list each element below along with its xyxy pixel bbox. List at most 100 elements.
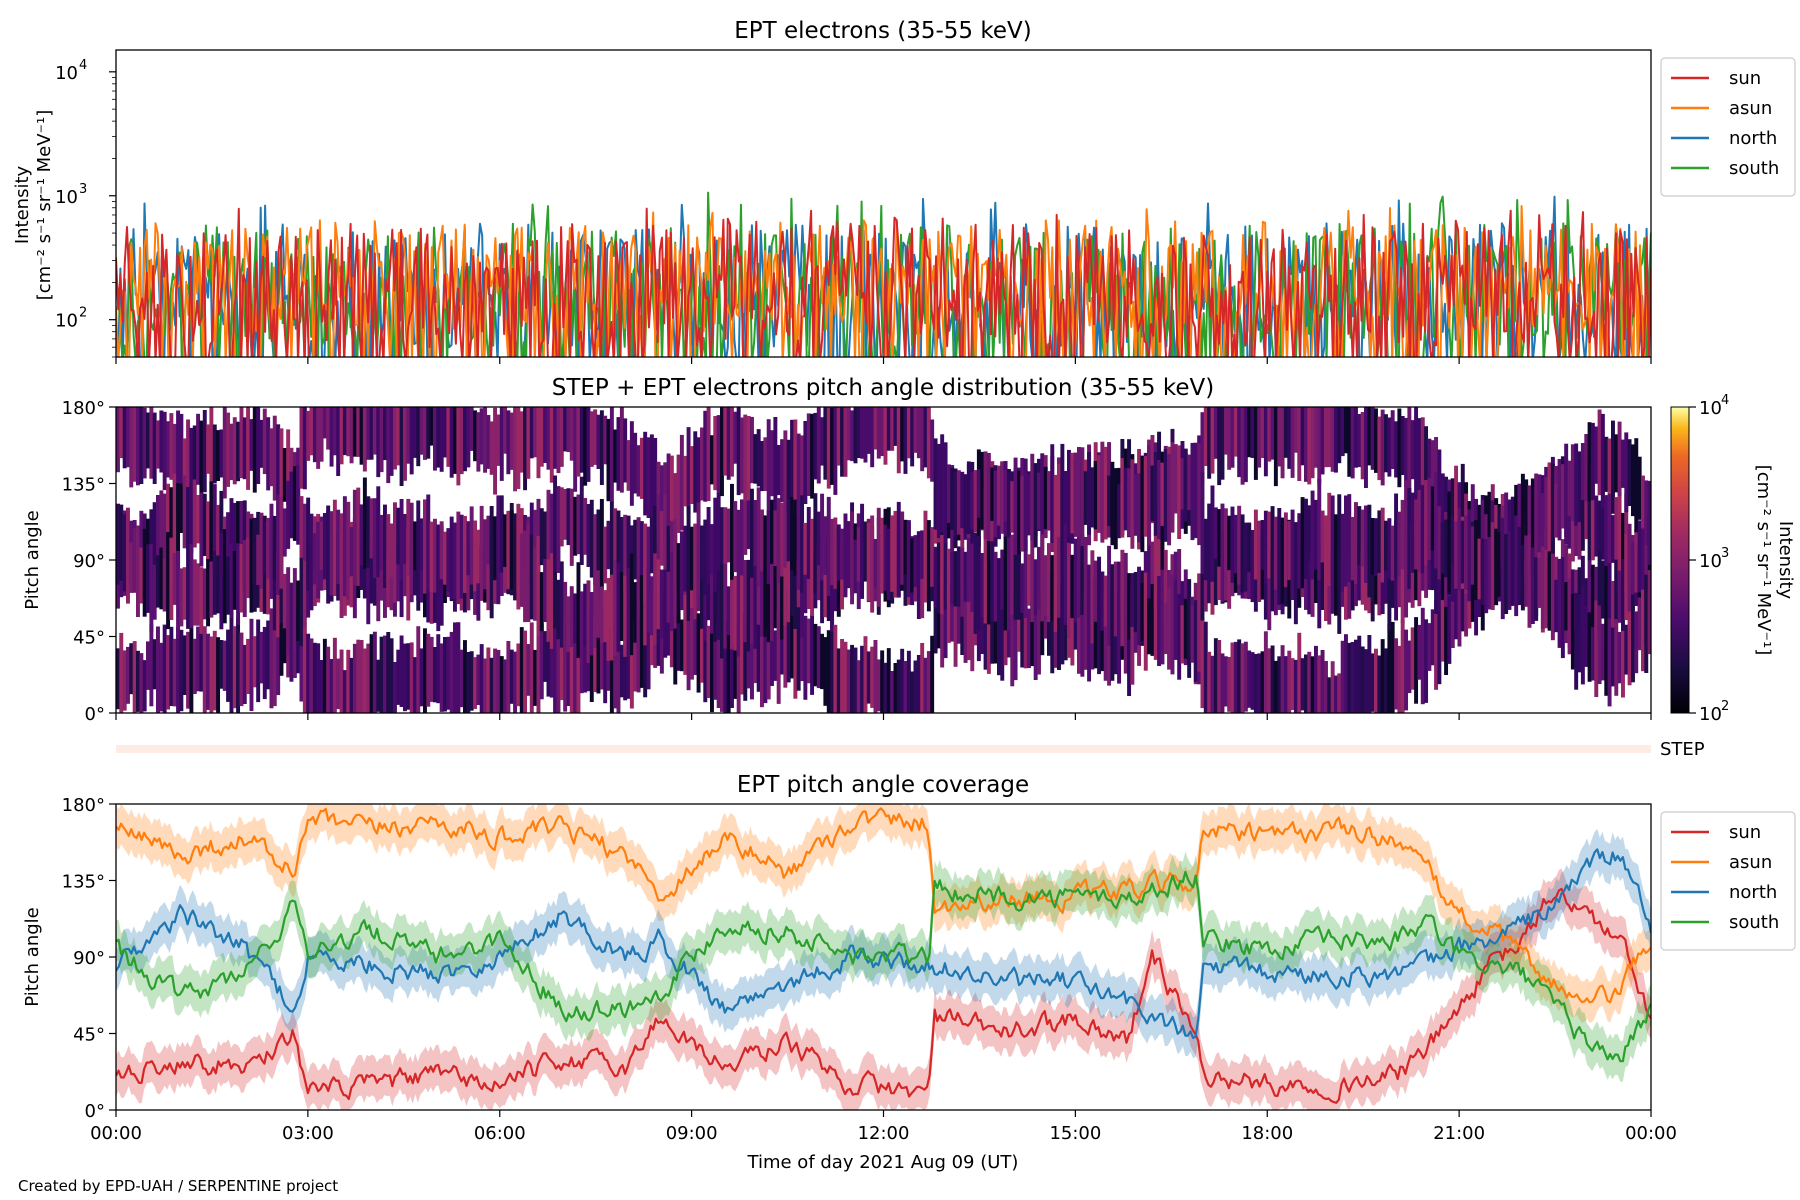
heatmap-cell [1300,658,1305,711]
heatmap-cell [409,407,414,475]
heatmap-cell [546,489,551,579]
heatmap-cell [1604,616,1609,696]
heatmap-cell [536,629,541,713]
heatmap-cell [589,499,594,578]
heatmap-cell [706,407,711,502]
heatmap-cell [893,510,898,598]
heatmap-cell [1584,434,1589,502]
heatmap-cell [419,648,424,707]
heatmap-cell [633,621,638,692]
heatmap-cell [1314,407,1318,468]
heatmap-cell [239,632,244,707]
heatmap-cell [986,526,991,625]
heatmap-cell [589,411,594,467]
heatmap-cell [566,488,571,546]
heatmap-cell [1060,443,1065,543]
heatmap-cell [743,501,748,555]
heatmap-cell [1217,640,1222,713]
heatmap-cell [876,407,881,459]
heatmap-cell [229,423,234,481]
heatmap-cell [536,407,541,479]
heatmap-cell [643,606,648,698]
heatmap-cell [1263,407,1268,477]
heatmap-cell [1314,546,1318,603]
heatmap-cell [1043,466,1048,530]
heatmap-cell [1330,495,1335,584]
heatmap-cell [1634,529,1639,593]
heatmap-cell [766,545,771,643]
heatmap-cell [559,487,564,547]
heatmap-cell [236,543,241,625]
heatmap-cell [723,562,728,649]
heatmap-cell [1207,407,1212,479]
heatmap-cell [1400,531,1405,624]
heatmap-cell [1107,545,1112,646]
heatmap-cell [329,659,334,713]
heatmap-cell [826,496,831,597]
heatmap-cell [1277,407,1282,467]
heatmap-cell [346,407,351,457]
heatmap-cell [753,557,758,649]
heatmap-cell [1093,578,1098,669]
heatmap-cell [1570,444,1575,522]
heatmap-cell [1097,556,1102,617]
heatmap-cell [1310,656,1315,713]
heatmap-cell [1580,471,1585,551]
heatmap-cell [1434,600,1439,690]
heatmap-cell [336,509,341,584]
heatmap-cell [282,508,287,557]
heatmap-cell [1180,458,1185,510]
heatmap-cell [449,516,454,600]
heatmap-cell [366,527,371,625]
heatmap-cell [1310,407,1315,479]
heatmap-cell [322,513,327,580]
heatmap-cell [593,409,598,465]
heatmap-cell [856,527,861,582]
heatmap-cell [1153,452,1158,536]
heatmap-cell [1447,595,1452,664]
heatmap-cell [1117,484,1122,539]
heatmap-cell [800,435,805,500]
heatmap-cell [262,522,267,574]
heatmap-cell [1611,515,1615,563]
heatmap-cell [309,638,314,713]
heatmap-cell [1370,407,1375,470]
heatmap-cell [726,508,731,563]
heatmap-cell [783,590,788,688]
heatmap-cell [1320,407,1325,475]
heatmap-cell [673,473,678,525]
heatmap-cell [780,612,785,675]
y-tick-label: 45° [73,628,105,649]
heatmap-cell [823,407,828,480]
heatmap-cell [1460,572,1465,632]
heatmap-cell [1300,407,1305,466]
heatmap-cell [1424,619,1429,703]
heatmap-cell [669,598,674,668]
heatmap-cell [756,429,761,487]
heatmap-cell [790,496,795,571]
heatmap-cell [643,567,648,646]
heatmap-cell [1574,443,1579,526]
heatmap-cell [726,586,731,636]
heatmap-cell [606,418,611,502]
heatmap-cell [730,483,734,580]
heatmap-cell [276,598,281,696]
heatmap-cell [653,553,658,646]
heatmap-cell [1544,549,1549,627]
heatmap-cell [803,421,808,504]
heatmap-cell [723,624,728,713]
heatmap-cell [1027,554,1031,606]
heatmap-cell [920,530,925,579]
heatmap-cell [359,640,364,713]
heatmap-cell [1263,631,1268,713]
heatmap-cell [209,636,214,713]
heatmap-cell [272,618,277,707]
heatmap-cell [1437,593,1442,685]
heatmap-cell [212,484,217,574]
heatmap-cell [1240,643,1245,713]
heatmap-cell [299,496,304,558]
heatmap-cell [549,553,554,649]
heatmap-cell [1290,509,1295,600]
heatmap-cell [1277,656,1282,713]
